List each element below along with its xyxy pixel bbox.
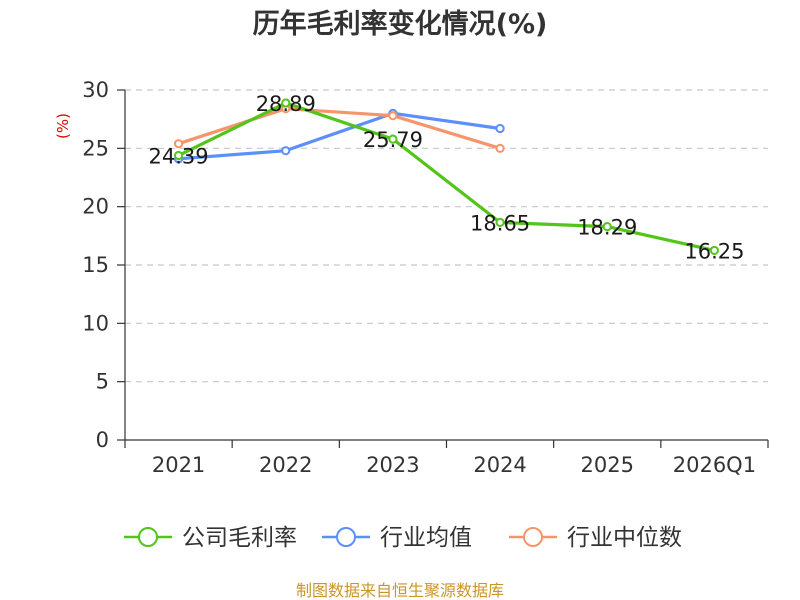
data-label: 18.65 (470, 211, 530, 235)
y-tick-label: 30 (82, 78, 109, 102)
source-note: 制图数据来自恒生聚源数据库 (296, 581, 504, 600)
legend-label: 公司毛利率 (182, 525, 297, 551)
x-tick-label: 2024 (473, 453, 526, 477)
x-tick-label: 2021 (152, 453, 205, 477)
legend-item-2[interactable]: 行业中位数 (509, 525, 682, 551)
x-tick-label: 2025 (581, 453, 634, 477)
series-line-2 (178, 107, 501, 150)
data-point[interactable] (388, 134, 398, 144)
y-axis-unit-label: (%) (54, 113, 72, 139)
data-label: 25.79 (363, 128, 423, 152)
legend-item-0[interactable]: 公司毛利率 (124, 525, 297, 551)
data-point[interactable] (495, 217, 505, 228)
data-point[interactable] (388, 111, 398, 121)
x-tick-label: 2026Q1 (673, 453, 756, 477)
y-tick-label: 5 (96, 370, 109, 394)
data-label: 28.89 (256, 92, 316, 116)
series-line-1 (178, 111, 501, 161)
x-tick-label: 2022 (259, 453, 312, 477)
gridlines (125, 89, 768, 383)
y-tick-label: 25 (82, 136, 109, 160)
y-tick-label: 0 (96, 428, 109, 452)
data-point[interactable] (495, 143, 505, 153)
legend-marker (138, 527, 158, 547)
legend-label: 行业均值 (380, 525, 472, 551)
data-label: 24.39 (149, 144, 209, 168)
data-point[interactable] (173, 139, 184, 149)
series-line-0 (177, 101, 715, 252)
data-point[interactable] (173, 150, 184, 161)
y-tick-label: 15 (82, 253, 109, 277)
legend-item-1[interactable]: 行业均值 (322, 525, 472, 551)
data-point[interactable] (495, 123, 505, 134)
chart-title: 历年毛利率变化情况(%) (253, 8, 548, 40)
data-point[interactable] (709, 245, 720, 256)
data-point[interactable] (281, 98, 291, 108)
x-tick-label: 2023 (366, 453, 419, 477)
legend-marker (523, 527, 543, 547)
y-tick-label: 20 (82, 195, 109, 219)
data-label: 18.29 (577, 216, 637, 240)
data-labels: 24.39 28.89 25.79 18.65 18.29 16.25 (149, 92, 745, 263)
legend-marker (336, 527, 356, 547)
series-lines (173, 98, 720, 256)
data-label: 16.25 (684, 239, 744, 263)
data-point[interactable] (281, 146, 291, 156)
legend: 公司毛利率 行业均值 行业中位数 (124, 525, 682, 551)
data-point[interactable] (602, 222, 612, 232)
y-tick-label: 10 (82, 311, 109, 335)
legend-label: 行业中位数 (567, 525, 682, 551)
